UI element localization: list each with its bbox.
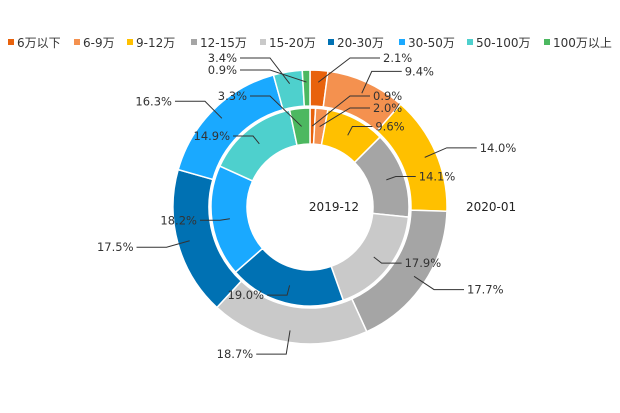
legend-swatch (127, 39, 133, 45)
legend-swatch (399, 39, 405, 45)
legend-item-12-15w[interactable]: 12-15万 (191, 36, 247, 50)
legend-item-15-20w[interactable]: 15-20万 (260, 36, 316, 50)
legend-item-50-100w[interactable]: 50-100万 (467, 36, 531, 50)
leader-line (373, 256, 402, 264)
legend-label: 6-9万 (83, 36, 115, 50)
data-label-inner-50-100w: 14.9% (194, 129, 231, 143)
legend-label: 9-12万 (136, 36, 175, 50)
slice-inner-100w-above[interactable] (288, 107, 311, 147)
legend-label: 50-100万 (476, 36, 531, 50)
donut-rings (172, 69, 448, 345)
legend-swatch (8, 39, 14, 45)
legend-swatch (260, 39, 266, 45)
leader-line (386, 176, 416, 181)
legend-item-20-30w[interactable]: 20-30万 (328, 36, 384, 50)
inner-ring-label: 2019-12 (309, 200, 359, 214)
data-label-inner-15-20w: 17.9% (405, 256, 442, 270)
legend-item-30-50w[interactable]: 30-50万 (399, 36, 455, 50)
data-label-inner-30-50w: 18.2% (160, 213, 197, 227)
leader-line (413, 275, 465, 291)
data-labels: 0.9%2.0%9.6%14.1%17.9%19.0%18.2%14.9%3.3… (97, 51, 516, 361)
data-label-outer-20-30w: 17.5% (97, 240, 134, 254)
leader-line (267, 285, 291, 296)
legend-label: 100万以上 (553, 36, 612, 50)
leader-line (361, 70, 402, 94)
data-label-inner-6w-below: 0.9% (373, 89, 402, 103)
slice-outer-100w-above[interactable] (301, 69, 311, 107)
leader-line (317, 57, 380, 83)
leader-line (240, 57, 291, 84)
leader-line (250, 95, 302, 127)
legend: 6万以下 6-9万 9-12万 12-15万 15-20万 20-30万 30-50万 50-… (8, 36, 612, 50)
leader-line (347, 125, 373, 136)
leader-line (240, 69, 307, 83)
data-label-outer-6w-below: 2.1% (383, 51, 412, 65)
legend-swatch (191, 39, 197, 45)
legend-label: 15-20万 (269, 36, 316, 50)
legend-label: 12-15万 (200, 36, 247, 50)
legend-item-100w-above[interactable]: 100万以上 (544, 36, 612, 50)
leader-line (319, 107, 370, 128)
data-label-inner-9-12w: 9.6% (375, 119, 404, 133)
legend-item-9-12w[interactable]: 9-12万 (127, 36, 175, 50)
leader-line (174, 100, 223, 119)
data-label-outer-15-20w: 18.7% (217, 347, 254, 361)
legend-swatch (544, 39, 550, 45)
legend-label: 30-50万 (408, 36, 455, 50)
data-label-outer-12-15w: 17.7% (467, 283, 504, 297)
data-label-outer-50-100w: 3.4% (208, 51, 237, 65)
legend-item-6w-below[interactable]: 6万以下 (8, 36, 61, 50)
data-label-inner-20-30w: 19.0% (228, 288, 265, 302)
leader-line (136, 240, 190, 248)
data-label-outer-9-12w: 14.0% (480, 141, 517, 155)
data-label-inner-100w-above: 3.3% (218, 89, 247, 103)
leader-line (256, 330, 291, 355)
leader-line (311, 95, 370, 127)
leader-line (233, 135, 260, 145)
data-label-outer-100w-above: 0.9% (208, 63, 237, 77)
legend-label: 20-30万 (337, 36, 384, 50)
leader-line (424, 147, 477, 158)
data-label-outer-30-50w: 16.3% (135, 94, 172, 108)
legend-swatch (467, 39, 473, 45)
legend-label: 6万以下 (17, 36, 61, 50)
legend-swatch (328, 39, 334, 45)
data-label-inner-6-9w: 2.0% (373, 101, 402, 115)
legend-swatch (74, 39, 80, 45)
data-label-outer-6-9w: 9.4% (405, 64, 434, 78)
data-label-inner-12-15w: 14.1% (419, 170, 456, 184)
legend-item-6-9w[interactable]: 6-9万 (74, 36, 115, 50)
outer-ring-label: 2020-01 (466, 200, 516, 214)
leader-line (199, 218, 230, 221)
